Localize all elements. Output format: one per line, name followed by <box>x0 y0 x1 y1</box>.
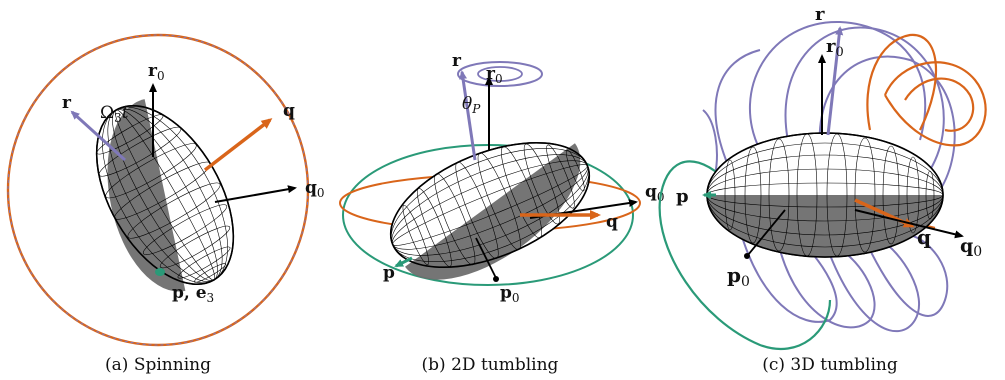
label-theta: θP <box>462 94 481 116</box>
ellipsoid <box>95 99 235 292</box>
p-arrow <box>394 256 413 268</box>
label-r: r <box>815 4 825 25</box>
label-p-e3: p, e3 <box>172 283 214 305</box>
precession-ring-inner <box>477 66 523 82</box>
panel-2d-tumbling: r r0 θP q0 q p p0 (b) 2D tumbling <box>339 51 665 375</box>
q-arrow <box>203 118 273 172</box>
label-q0: q0 <box>960 235 982 260</box>
r-arrow <box>70 110 127 162</box>
caption-b: (b) 2D tumbling <box>422 355 559 375</box>
label-p0: p0 <box>500 283 520 305</box>
p-e3-marker <box>155 268 165 276</box>
caption-c: (c) 3D tumbling <box>762 355 898 375</box>
ellipsoid <box>389 141 591 280</box>
q0-arrow <box>214 185 297 203</box>
label-q: q <box>283 101 295 121</box>
label-r: r <box>452 51 462 71</box>
label-q: q <box>917 225 931 249</box>
p0-arrow <box>475 237 497 279</box>
label-r: r <box>62 93 72 113</box>
panel-3d-tumbling: r r0 p p0 q q0 (c) 3D tumbling <box>658 4 987 375</box>
p0-arrow <box>747 209 786 256</box>
purple-trajectory <box>702 20 956 333</box>
label-r0: r0 <box>148 61 165 83</box>
caption-a: (a) Spinning <box>105 355 211 375</box>
label-r0: r0 <box>826 36 844 60</box>
ellipsoid <box>706 132 944 258</box>
precession-ring-outer <box>457 61 543 87</box>
green-trajectory <box>658 160 832 351</box>
label-r0: r0 <box>486 64 503 86</box>
r-arrow <box>826 26 844 136</box>
r-arrow <box>459 70 477 161</box>
label-p: p <box>383 263 395 283</box>
label-p: p <box>676 186 689 207</box>
label-q: q <box>606 212 618 232</box>
label-omega: Ω3t <box>100 103 129 125</box>
label-p0: p0 <box>727 263 750 290</box>
label-q0: q0 <box>305 178 325 200</box>
panel-spinning: r0 r Ω3t q q0 p, e3 (a) Spinning <box>6 33 325 375</box>
q0-arrow <box>854 209 964 239</box>
